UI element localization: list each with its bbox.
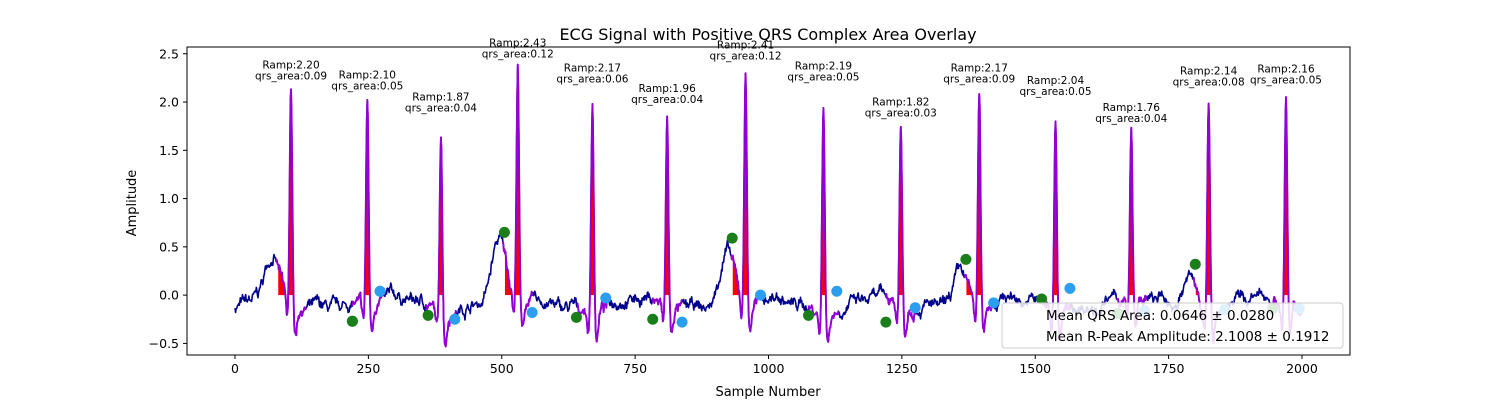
qrs-segment-4 [501, 63, 534, 327]
qrs-offset-marker-9 [909, 302, 921, 314]
y-tick-label-2: 0.5 [159, 239, 179, 254]
axes: 0 250 500 750 1000 1250 1500 1750 2000 −0.5 0.0 0.5… [149, 46, 1318, 376]
qrs-onset-marker-4 [498, 226, 510, 238]
y-tick-label-5: 2.0 [159, 95, 179, 110]
qrs-offset-marker-10 [988, 297, 1000, 309]
x-axis-label: Sample Number [715, 385, 821, 400]
qrs-onset-marker-9 [880, 316, 892, 328]
legend-entry-mean-r-peak-amplitude: Mean R-Peak Amplitude: 2.1008 ± 0.1912 [1046, 329, 1330, 345]
peak-label-ramp-14: Ramp:2.16 [1257, 64, 1315, 76]
qrs-segment-7 [730, 72, 762, 333]
qrs-onset-marker-2 [346, 315, 358, 327]
qrs-onset-marker-8 [803, 309, 815, 321]
legend-entry-mean-qrs-area: Mean QRS Area: 0.0646 ± 0.0280 [1046, 308, 1274, 324]
peak-label-ramp-10: Ramp:2.17 [951, 63, 1008, 75]
qrs-offset-marker-4 [526, 307, 538, 319]
peak-label-ramp-13: Ramp:2.14 [1180, 66, 1238, 78]
qrs-offset-marker-3 [449, 313, 461, 325]
peak-label-qrs-area-9: qrs_area:0.03 [865, 107, 937, 119]
qrs-segment-10 [963, 92, 996, 333]
qrs-segment-5 [576, 102, 609, 343]
qrs-offset-marker-7 [754, 289, 766, 301]
peak-label-ramp-7: Ramp:2.41 [717, 39, 774, 51]
peak-label-ramp-5: Ramp:2.17 [564, 63, 621, 75]
qrs-segment-9 [884, 125, 917, 338]
qrs-onset-marker-10 [960, 253, 972, 265]
qrs-offset-marker-11 [1064, 282, 1076, 294]
x-tick-label-250: 250 [356, 361, 380, 376]
peak-label-ramp-11: Ramp:2.04 [1027, 75, 1085, 87]
qrs-offset-marker-6 [676, 316, 688, 328]
x-tick-label-750: 750 [623, 361, 647, 376]
peak-label-ramp-2: Ramp:2.10 [339, 69, 396, 81]
peak-label-qrs-area-3: qrs_area:0.04 [405, 103, 477, 115]
y-axis-label: Amplitude [125, 170, 140, 237]
peak-label-ramp-8: Ramp:2.19 [795, 61, 852, 73]
qrs-offset-marker-5 [600, 292, 612, 304]
qrs-offset-marker-8 [831, 285, 843, 297]
peak-label-ramp-3: Ramp:1.87 [412, 92, 469, 104]
x-tick-label-1250: 1250 [886, 361, 918, 376]
qrs-segment-2 [351, 98, 383, 333]
qrs-segment-6 [651, 115, 683, 334]
y-tick-label-3: 1.0 [159, 191, 179, 206]
legend: Mean QRS Area: 0.0646 ± 0.0280 Mean R-Pe… [1001, 302, 1344, 349]
qrs-onset-marker-7 [726, 232, 738, 244]
peak-label-qrs-area-8: qrs_area:0.05 [787, 72, 859, 84]
peak-label-qrs-area-1: qrs_area:0.09 [255, 71, 327, 83]
peak-label-ramp-12: Ramp:1.76 [1103, 102, 1161, 114]
x-tick-label-0: 0 [231, 361, 239, 376]
qrs-segment-1 [275, 88, 307, 337]
peak-label-qrs-area-7: qrs_area:0.12 [710, 50, 782, 62]
peak-label-qrs-area-14: qrs_area:0.05 [1250, 75, 1322, 87]
x-tick-label-1000: 1000 [753, 361, 785, 376]
peak-label-ramp-1: Ramp:2.20 [262, 60, 319, 72]
qrs-onset-marker-3 [422, 309, 434, 321]
qrs-onset-marker-13 [1189, 258, 1201, 270]
peak-label-qrs-area-13: qrs_area:0.08 [1173, 77, 1245, 89]
x-tick-label-1750: 1750 [1153, 361, 1185, 376]
peak-label-qrs-area-2: qrs_area:0.05 [331, 80, 403, 92]
y-tick-label-0: −0.5 [149, 336, 179, 351]
x-tick-label-500: 500 [490, 361, 514, 376]
peak-label-qrs-area-4: qrs_area:0.12 [482, 49, 554, 61]
x-tick-label-1500: 1500 [1019, 361, 1051, 376]
qrs-onset-marker-11 [1036, 293, 1048, 305]
peak-label-qrs-area-6: qrs_area:0.04 [631, 94, 703, 106]
y-tick-label-1: 0.0 [159, 288, 179, 303]
y-tick-label-6: 2.5 [159, 46, 179, 61]
peak-label-qrs-area-12: qrs_area:0.04 [1095, 113, 1167, 125]
y-tick-label-4: 1.5 [159, 143, 179, 158]
peak-label-qrs-area-10: qrs_area:0.09 [943, 74, 1015, 86]
peak-label-qrs-area-5: qrs_area:0.06 [556, 74, 628, 86]
qrs-onset-marker-5 [570, 311, 582, 323]
qrs-onset-marker-6 [647, 313, 659, 325]
peak-label-ramp-9: Ramp:1.82 [872, 96, 929, 108]
peak-label-ramp-6: Ramp:1.96 [638, 83, 696, 95]
legend-box [1001, 302, 1344, 349]
chart-title: ECG Signal with Positive QRS Complex Are… [559, 25, 976, 44]
peak-label-qrs-area-11: qrs_area:0.05 [1019, 86, 1091, 98]
qrs-offset-marker-2 [374, 285, 386, 297]
x-tick-label-2000: 2000 [1286, 361, 1318, 376]
